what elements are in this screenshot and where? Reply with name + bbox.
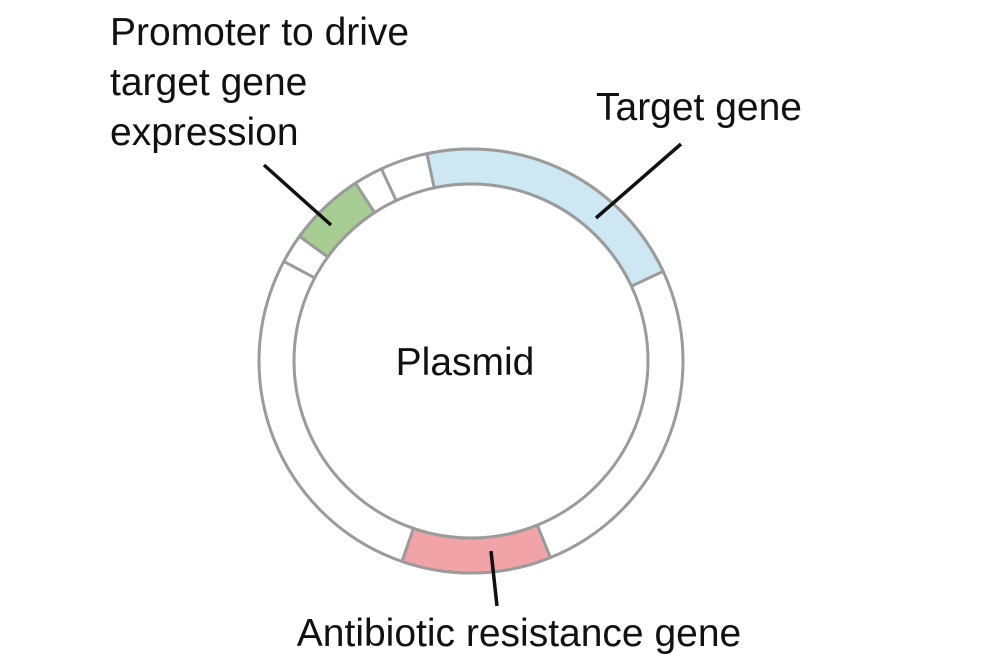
promoter-label-line-3: expression bbox=[110, 111, 299, 154]
ring-inner-edge bbox=[292, 182, 650, 540]
segment-divider bbox=[380, 168, 398, 202]
promoter-leader-line bbox=[262, 163, 333, 227]
segment-divider bbox=[283, 260, 316, 280]
antibiotic-resistance-label: Antibiotic resistance gene bbox=[297, 612, 741, 655]
plasmid-label: Plasmid bbox=[396, 341, 535, 384]
target-gene-leader-line bbox=[594, 142, 683, 220]
promoter-label-line-2: target gene bbox=[110, 61, 307, 104]
target-gene-label: Target gene bbox=[596, 86, 802, 129]
promoter-label: Promoter to drive target gene expression bbox=[110, 11, 409, 154]
antibiotic-leader-line bbox=[489, 550, 499, 607]
promoter-label-line-1: Promoter to drive bbox=[110, 11, 409, 54]
